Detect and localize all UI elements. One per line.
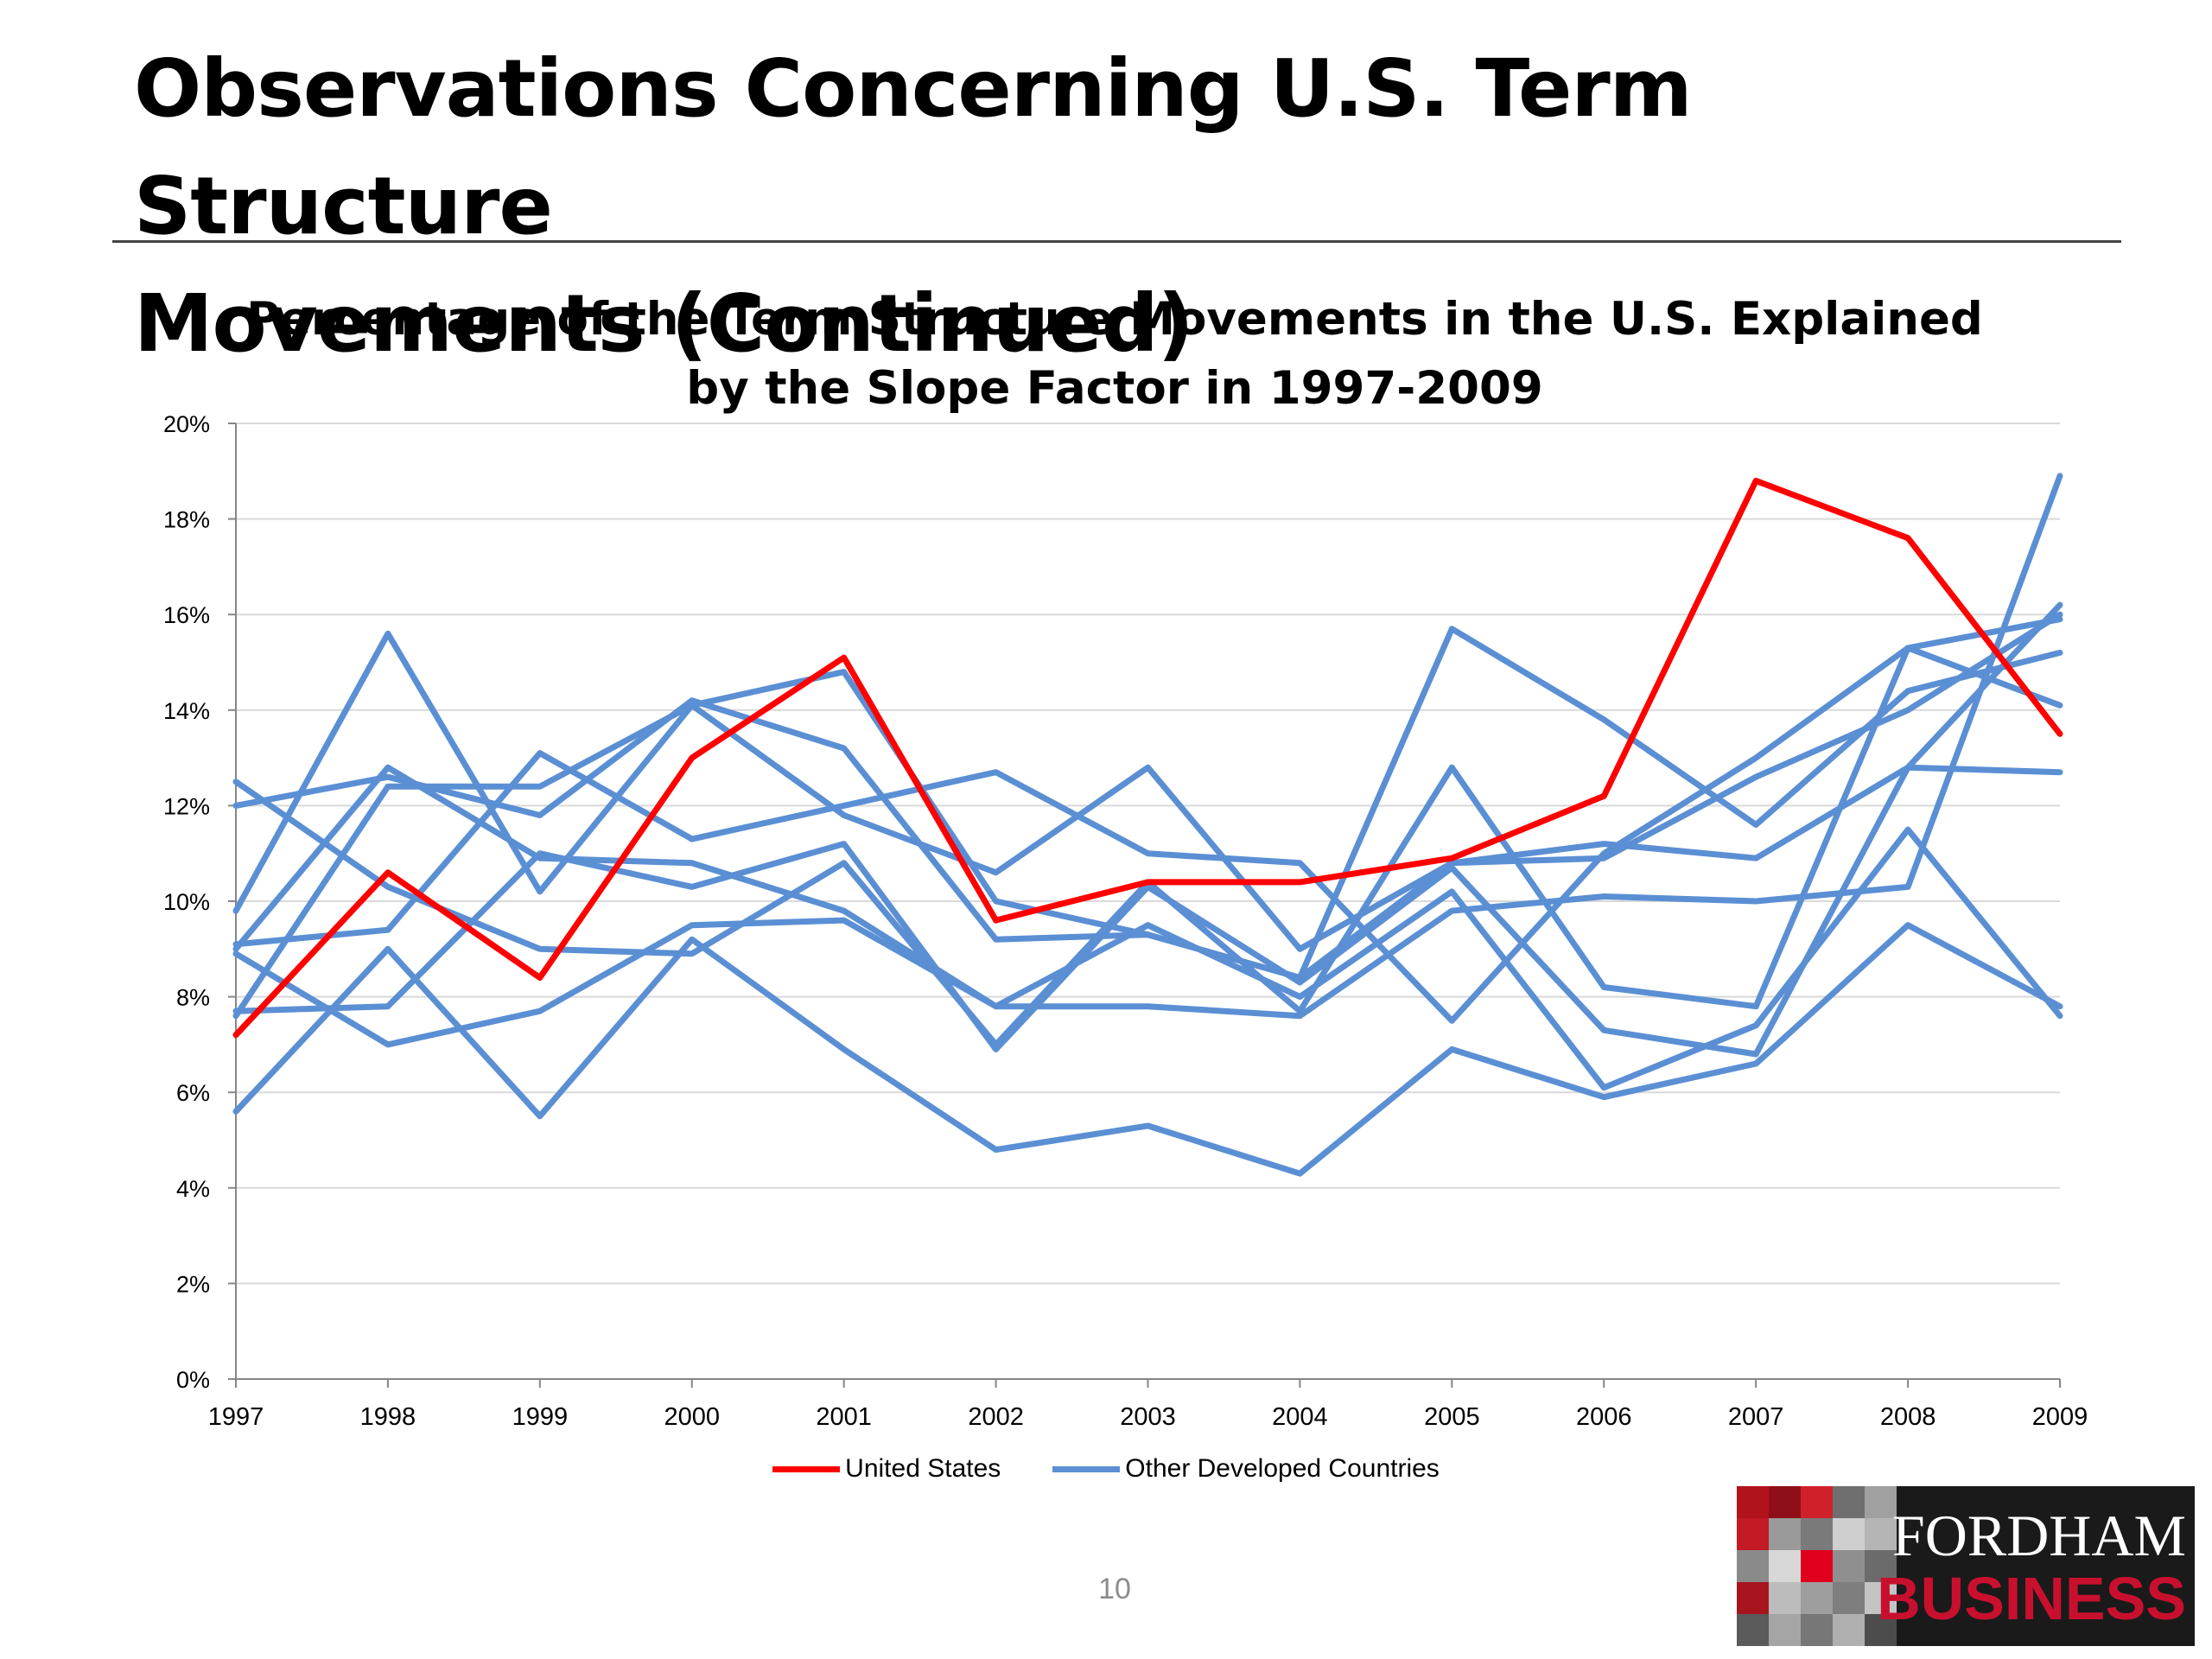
legend-swatch-us	[772, 1465, 841, 1472]
fordham-business-logo: FORDHAM BUSINESS	[1737, 1486, 2195, 1646]
series-line-other-developed-country	[232, 611, 2063, 1020]
logo-mosaic-tile	[1865, 1582, 1897, 1614]
series-line-other-developed-country	[232, 473, 2063, 1048]
logo-mosaic-tile	[1801, 1550, 1833, 1582]
slide-title-line2: Movements (Continued)	[134, 277, 1194, 370]
logo-mosaic-tile	[1769, 1582, 1801, 1614]
series-line-other-developed-country	[232, 922, 2063, 1177]
logo-mosaic-tile	[1737, 1582, 1769, 1614]
legend-item-other: Other Developed Countries	[1052, 1454, 1440, 1484]
y-tick-label: 8%	[176, 985, 210, 1011]
y-tick-label: 18%	[163, 507, 210, 533]
logo-mosaic-tile	[1801, 1614, 1833, 1646]
y-tick-label: 10%	[163, 889, 210, 915]
x-tick-label: 2006	[1576, 1403, 1632, 1431]
series-line-united-states	[232, 477, 2063, 1039]
logo-mosaic-tile	[1865, 1550, 1897, 1582]
logo-mosaic-tile	[1833, 1614, 1865, 1646]
y-tick-label: 20%	[163, 411, 210, 437]
x-tick-label: 2005	[1424, 1403, 1480, 1431]
legend-label-other: Other Developed Countries	[1125, 1454, 1440, 1483]
logo-mosaic-icon	[1737, 1486, 1897, 1646]
logo-mosaic-tile	[1737, 1550, 1769, 1582]
x-tick-label: 1999	[512, 1403, 569, 1431]
series-line-other-developed-country	[232, 616, 2063, 1024]
legend-swatch-other	[1052, 1465, 1121, 1472]
x-tick-label: 2008	[1880, 1403, 1936, 1431]
x-tick-label: 1998	[360, 1403, 416, 1431]
logo-mosaic-tile	[1801, 1486, 1833, 1518]
y-tick-label: 12%	[163, 793, 210, 819]
logo-line2: BUSINESS	[1877, 1565, 2186, 1632]
x-tick-label: 2002	[968, 1403, 1024, 1431]
series-line-other-developed-country	[232, 601, 2063, 1058]
logo-mosaic-tile	[1769, 1518, 1801, 1550]
logo-mosaic-tile	[1769, 1614, 1801, 1646]
x-tick-label: 2000	[664, 1403, 720, 1431]
logo-line1: FORDHAM	[1891, 1503, 2186, 1568]
logo-mosaic-tile	[1833, 1518, 1865, 1550]
logo-mosaic-tile	[1833, 1582, 1865, 1614]
logo-mosaic-tile	[1801, 1582, 1833, 1614]
x-tick-label: 2009	[2032, 1403, 2088, 1431]
logo-mosaic-tile	[1801, 1518, 1833, 1550]
logo-mosaic-tile	[1833, 1550, 1865, 1582]
x-tick-label: 2007	[1728, 1403, 1784, 1431]
y-tick-label: 14%	[163, 698, 210, 724]
series-line-other-developed-country	[232, 697, 2063, 981]
logo-mosaic-tile	[1769, 1486, 1801, 1518]
series-line-other-developed-country	[232, 764, 2063, 1091]
legend-item-us: United States	[772, 1454, 1001, 1484]
x-tick-label: 1997	[208, 1403, 264, 1431]
logo-mosaic-tile	[1737, 1614, 1769, 1646]
x-tick-label: 2004	[1272, 1403, 1328, 1431]
chart-title-line1: Percentage of the Term Structure Movemen…	[246, 293, 1983, 346]
logo-mosaic-tile	[1865, 1614, 1897, 1646]
x-tick-label: 2003	[1120, 1403, 1176, 1431]
line-chart: 0% 2% 4% 6% 8% 10% 12% 14% 16% 18% 20% 1997 1998 1999…	[163, 411, 2088, 1431]
logo-mosaic-tile	[1833, 1486, 1865, 1518]
legend-label-us: United States	[845, 1454, 1001, 1483]
logo-mosaic-tile	[1865, 1518, 1897, 1550]
title-underline	[112, 240, 2121, 243]
y-tick-label: 2%	[176, 1271, 210, 1297]
slide-title-line1: Observations Concerning U.S. Term Struct…	[134, 42, 1693, 252]
chart-legend: United States Other Developed Countries	[0, 1454, 2212, 1484]
chart-title: Percentage of the Term Structure Movemen…	[199, 285, 2031, 423]
logo-mosaic-tile	[1865, 1486, 1897, 1518]
logo-mosaic-tile	[1769, 1550, 1801, 1582]
x-tick-label: 2001	[816, 1403, 872, 1431]
chart-title-line2: by the Slope Factor in 1997-2009	[686, 362, 1543, 415]
y-tick-label: 6%	[176, 1080, 210, 1106]
page-number: 10	[1098, 1573, 1131, 1605]
logo-mosaic-tile	[1737, 1518, 1769, 1550]
slide-title: Observations Concerning U.S. Term Struct…	[134, 30, 2121, 383]
y-tick-label: 4%	[176, 1176, 210, 1202]
logo-mosaic-tile	[1737, 1486, 1769, 1518]
y-tick-label: 16%	[163, 602, 210, 628]
y-tick-label: 0%	[176, 1367, 210, 1393]
